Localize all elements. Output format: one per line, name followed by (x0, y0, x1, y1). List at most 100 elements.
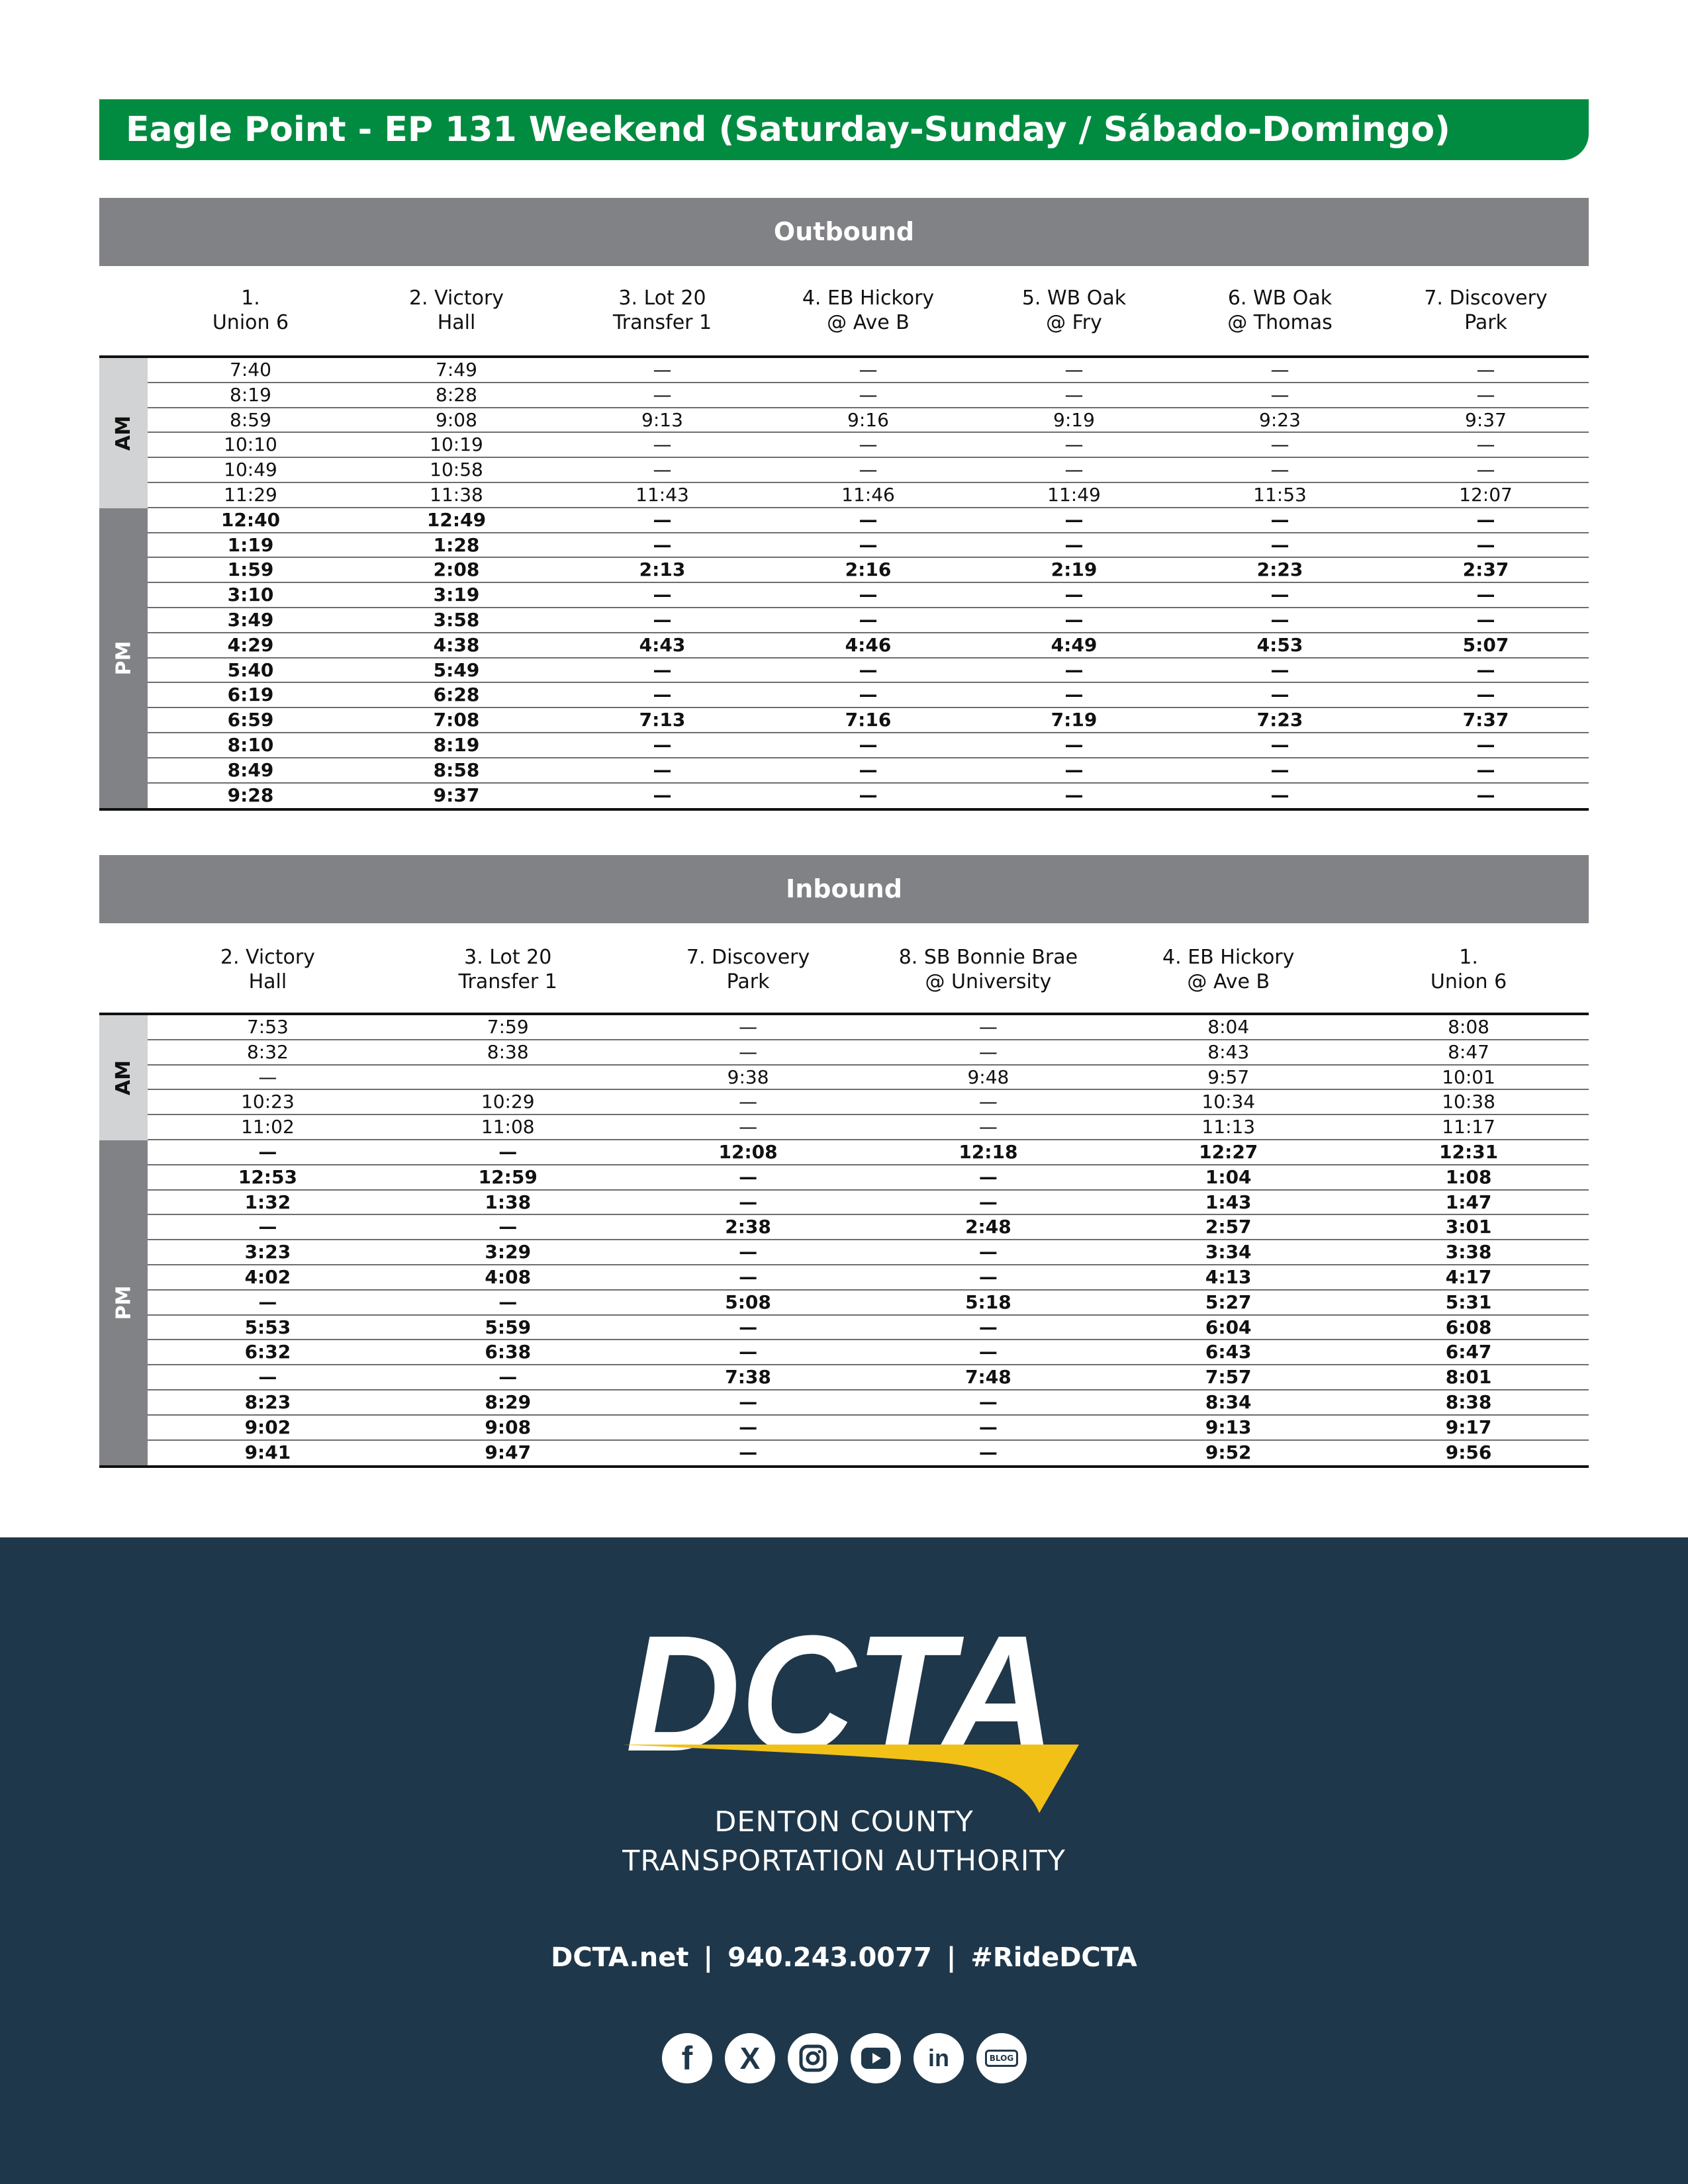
pm-label-text: PM (112, 641, 135, 676)
table-row: 5:53 5:59 — — 6:04 6:08 (148, 1316, 1589, 1341)
table-row: 8:32 8:38 — — 8:43 8:47 (148, 1040, 1589, 1066)
table-row: 12:53 12:59 — — 1:04 1:08 (148, 1165, 1589, 1191)
website-link[interactable]: DCTA.net (551, 1942, 689, 1973)
time-cell: 9:23 (1259, 408, 1301, 431)
time-cell: 7:19 (1051, 709, 1098, 731)
time-cell: 12:31 (1438, 1140, 1499, 1163)
time-cell: 9:13 (1205, 1416, 1252, 1438)
time-cell: — (859, 584, 878, 606)
instagram-icon[interactable] (788, 2033, 838, 2083)
table-row: 6:59 7:08 7:13 7:16 7:19 7:23 7:37 (148, 708, 1589, 733)
column-header: 6. WB Oak @ Thomas (1177, 286, 1383, 335)
time-cell: 5:49 (433, 659, 480, 681)
time-cell: — (1476, 608, 1495, 631)
time-cell: 2:23 (1256, 559, 1303, 581)
time-cell: 6:38 (485, 1341, 532, 1363)
time-cell: — (859, 758, 878, 781)
time-cell: — (1476, 459, 1495, 481)
table-row: 10:23 10:29 — — 10:34 10:38 (148, 1090, 1589, 1116)
time-cell: 10:29 (481, 1091, 535, 1113)
outbound-column-headers: 1. Union 6 2. Victory Hall 3. Lot 20 Transfer… (148, 286, 1589, 335)
time-cell: 8:49 (227, 758, 274, 781)
column-header-line: 7. Discovery (1424, 287, 1548, 310)
time-cell: 9:41 (244, 1441, 291, 1463)
time-cell: 9:02 (244, 1416, 291, 1438)
separator: | (946, 1942, 957, 1973)
time-cell: — (1064, 684, 1084, 706)
time-cell: — (258, 1366, 277, 1388)
time-cell: 3:10 (227, 584, 274, 606)
time-cell: — (859, 508, 878, 531)
time-cell: 11:53 (1253, 483, 1307, 506)
column-header-line: 2. Victory (408, 287, 504, 310)
time-cell: — (978, 1191, 998, 1213)
time-cell: 3:01 (1445, 1216, 1492, 1238)
time-cell: — (1270, 608, 1289, 631)
youtube-icon[interactable] (851, 2033, 901, 2083)
org-name-line2: TRANSPORTATION AUTHORITY (622, 1844, 1066, 1878)
time-cell: 5:31 (1445, 1291, 1492, 1313)
x-icon[interactable]: X (725, 2033, 775, 2083)
time-cell: — (859, 433, 878, 456)
time-cell: — (1064, 459, 1084, 481)
column-header-line: 1. (1459, 946, 1478, 969)
table-row: 1:19 1:28 — — — — — (148, 533, 1589, 559)
table-row: — — 5:08 5:18 5:27 5:31 (148, 1291, 1589, 1316)
am-label-text: AM (111, 415, 135, 451)
facebook-icon[interactable]: f (662, 2033, 712, 2083)
footer (0, 1537, 1688, 2184)
table-row: 1:32 1:38 — — 1:43 1:47 (148, 1191, 1589, 1216)
time-cell: 4:29 (227, 633, 274, 656)
time-cell: — (739, 1241, 758, 1263)
time-cell: 8:38 (487, 1040, 529, 1063)
time-cell: 12:53 (238, 1165, 297, 1188)
time-cell: — (1064, 533, 1084, 556)
time-cell: — (653, 784, 672, 806)
time-cell: 9:08 (436, 408, 477, 431)
time-cell: — (653, 733, 672, 756)
time-cell: — (739, 1316, 758, 1338)
time-cell: 2:37 (1462, 559, 1509, 581)
time-cell: 2:57 (1205, 1216, 1252, 1238)
linkedin-icon[interactable]: in (914, 2033, 964, 2083)
time-cell: 6:08 (1445, 1316, 1492, 1338)
time-cell: — (653, 758, 672, 781)
contact-line: DCTA.net | 940.243.0077 | #RideDCTA (0, 1942, 1688, 1973)
time-cell: 6:59 (227, 709, 274, 731)
time-cell: — (859, 533, 878, 556)
time-cell: — (653, 459, 672, 481)
column-header-line: 4. EB Hickory (802, 287, 935, 310)
blog-icon[interactable]: BLOG (976, 2033, 1027, 2083)
column-header: 1. Union 6 (1348, 945, 1589, 994)
am-label: AM (99, 358, 148, 508)
time-cell: 12:08 (718, 1140, 778, 1163)
time-cell: — (653, 684, 672, 706)
time-cell: 7:53 (246, 1016, 289, 1038)
time-cell: 12:59 (478, 1165, 538, 1188)
table-row: 6:32 6:38 — — 6:43 6:47 (148, 1340, 1589, 1366)
column-header-line: 7. Discovery (686, 946, 810, 969)
time-cell: 1:38 (485, 1191, 532, 1213)
time-cell: — (1064, 508, 1084, 531)
time-cell: — (653, 383, 672, 406)
time-cell: — (1270, 533, 1289, 556)
column-header: 8. SB Bonnie Brae @ University (868, 945, 1108, 994)
time-cell: 10:01 (1442, 1066, 1495, 1088)
time-cell: 9:16 (847, 408, 889, 431)
time-cell: 8:38 (1445, 1390, 1492, 1413)
column-header: 7. Discovery Park (628, 945, 868, 994)
phone-number[interactable]: 940.243.0077 (727, 1942, 932, 1973)
column-header-line: 2. Victory (220, 946, 315, 969)
time-cell: 3:29 (485, 1241, 532, 1263)
column-header-line: @ Ave B (1187, 970, 1270, 993)
time-cell: 9:17 (1445, 1416, 1492, 1438)
am-section: AM 7:40 7:49— — — — —8:19 8:28— — — — —8:59 9:08 9:13… (99, 358, 1589, 508)
time-cell: 4:46 (845, 633, 892, 656)
time-cell: 5:59 (485, 1316, 532, 1338)
time-cell: — (739, 1040, 758, 1063)
time-cell: 4:02 (244, 1265, 291, 1288)
time-cell: 6:47 (1445, 1341, 1492, 1363)
time-cell: 5:18 (965, 1291, 1011, 1313)
time-cell: 11:08 (481, 1116, 535, 1138)
table-row: 3:49 3:58 — — — — — (148, 608, 1589, 633)
